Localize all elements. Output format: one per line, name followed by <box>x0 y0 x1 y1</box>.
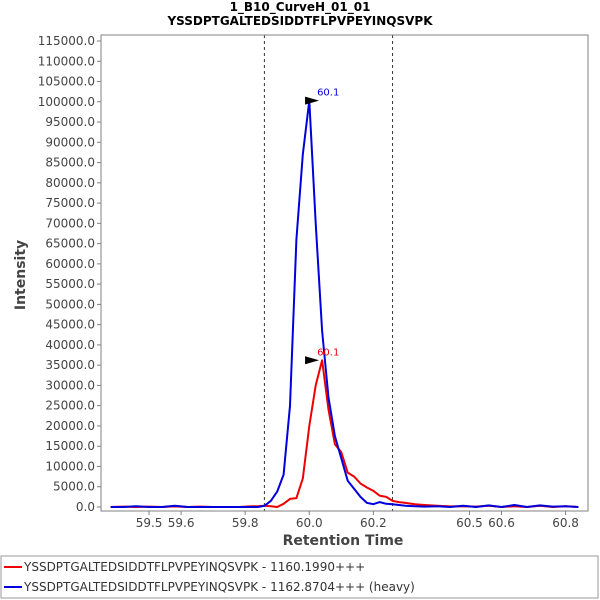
x-axis: 59.5 59.6 59.8 60.0 60.2 60.5 60.6 60.8 <box>136 511 579 530</box>
y-tick-label: 15000.0 <box>45 439 95 453</box>
y-tick-label: 115000.0 <box>38 34 95 48</box>
x-axis-label: Retention Time <box>283 533 404 549</box>
y-tick-label: 35000.0 <box>45 358 95 372</box>
y-tick-label: 110000.0 <box>38 54 95 68</box>
chart-subtitle: YSSDPTGALTEDSIDDTFLPVPEYINQSVPK <box>166 14 433 28</box>
y-tick-label: 0.0 <box>76 500 95 514</box>
x-tick-label: 60.8 <box>552 516 579 530</box>
peak-label: 60.1 <box>317 88 339 99</box>
y-tick-label: 50000.0 <box>45 297 95 311</box>
x-tick-label: 60.2 <box>360 516 387 530</box>
x-tick-label: 59.6 <box>168 516 195 530</box>
x-tick-label: 59.8 <box>232 516 259 530</box>
y-tick-label: 25000.0 <box>45 399 95 413</box>
y-tick-label: 45000.0 <box>45 318 95 332</box>
legend: YSSDPTGALTEDSIDDTFLPVPEYINQSVPK - 1160.1… <box>4 560 415 594</box>
peak-marker-icon <box>305 96 320 105</box>
y-tick-label: 60000.0 <box>45 257 95 271</box>
y-tick-label: 100000.0 <box>38 95 95 109</box>
y-axis-label: Intensity <box>13 240 29 310</box>
plot-content: 60.1 60.1 <box>110 35 579 511</box>
y-tick-label: 90000.0 <box>45 135 95 149</box>
y-tick-label: 20000.0 <box>45 419 95 433</box>
y-tick-label: 80000.0 <box>45 176 95 190</box>
chart-title: 1_B10_CurveH_01_01 <box>230 0 371 15</box>
y-tick-label: 95000.0 <box>45 115 95 129</box>
legend-item-label: YSSDPTGALTEDSIDDTFLPVPEYINQSVPK - 1160.1… <box>23 560 365 574</box>
peak-marker-icon <box>305 356 320 365</box>
y-axis: 0.0 5000.0 10000.0 15000.0 20000.0 25000.0 300… <box>38 34 101 514</box>
x-tick-label: 60.5 <box>456 516 483 530</box>
y-tick-label: 85000.0 <box>45 156 95 170</box>
plot-frame <box>100 34 589 512</box>
y-tick-label: 55000.0 <box>45 277 95 291</box>
y-tick-label: 70000.0 <box>45 216 95 230</box>
y-tick-label: 5000.0 <box>53 480 95 494</box>
y-tick-label: 30000.0 <box>45 378 95 392</box>
legend-box <box>0 555 599 599</box>
peak-label: 60.1 <box>317 347 339 358</box>
y-tick-label: 65000.0 <box>45 237 95 251</box>
y-tick-label: 75000.0 <box>45 196 95 210</box>
x-tick-label: 59.5 <box>136 516 163 530</box>
y-tick-label: 40000.0 <box>45 338 95 352</box>
legend-item-label: YSSDPTGALTEDSIDDTFLPVPEYINQSVPK - 1162.8… <box>23 580 415 594</box>
y-tick-label: 105000.0 <box>38 75 95 89</box>
series-line-heavy <box>110 99 579 508</box>
x-tick-label: 60.0 <box>296 516 323 530</box>
x-tick-label: 60.6 <box>488 516 515 530</box>
y-tick-label: 10000.0 <box>45 459 95 473</box>
